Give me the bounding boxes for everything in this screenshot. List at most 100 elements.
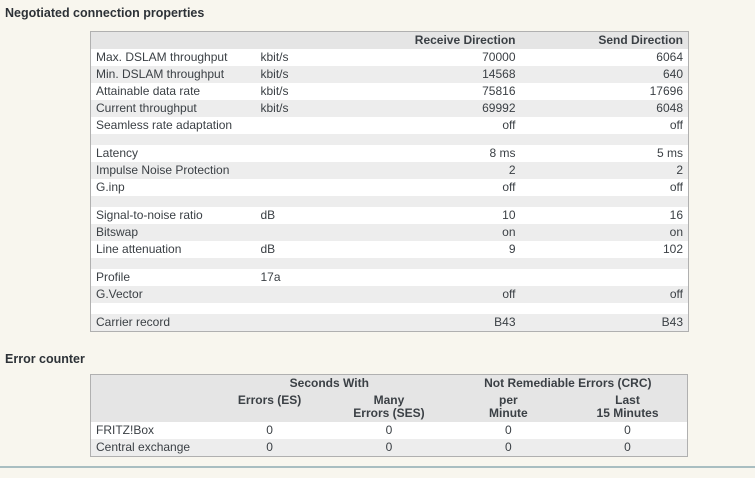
- errors-es-value: 0: [266, 423, 273, 437]
- send-value: [521, 269, 689, 286]
- receive-value: [346, 269, 521, 286]
- receive-value: 14568: [482, 67, 516, 81]
- table-row: Bitswap on on: [90, 224, 689, 241]
- header-receive-direction: Receive Direction: [345, 31, 521, 49]
- row-label: Min. DSLAM throughput: [96, 67, 225, 81]
- crc-per-minute-value: 0: [505, 440, 512, 454]
- row-label: Attainable data rate: [96, 84, 201, 98]
- table-row: Central exchange 0 0 0 0: [90, 439, 688, 457]
- receive-value: B43: [494, 315, 516, 329]
- send-value: 6064: [656, 50, 683, 64]
- row-unit: dB: [260, 208, 276, 222]
- receive-value: off: [502, 118, 516, 132]
- row-label: FRITZ!Box: [96, 423, 155, 437]
- send-value: 16: [669, 208, 683, 222]
- table-row: Impulse Noise Protection 2 2: [90, 162, 689, 179]
- crc-last-15-value: 0: [624, 423, 631, 437]
- table-row: FRITZ!Box 0 0 0 0: [91, 422, 688, 439]
- receive-value: 10: [502, 208, 516, 222]
- col-header-blank: [90, 392, 210, 422]
- errors-es-value: 0: [266, 440, 273, 454]
- row-unit: [256, 117, 346, 134]
- table-row: Attainable data rate kbit/s 75816 17696: [91, 83, 689, 100]
- col-header-errors-es: Errors (ES): [209, 392, 330, 422]
- errors-ses-value: 0: [385, 440, 393, 454]
- row-unit: [256, 286, 346, 303]
- spacer-row: [90, 134, 689, 145]
- table-row: G.inp off off: [91, 179, 689, 196]
- table-row: Min. DSLAM throughput kbit/s 14568 640: [90, 66, 689, 83]
- send-value: B43: [661, 315, 683, 329]
- send-value: off: [669, 287, 683, 301]
- send-value: off: [669, 118, 683, 132]
- row-label: Impulse Noise Protection: [96, 163, 230, 177]
- receive-value: 8 ms: [489, 146, 516, 160]
- send-value: 17696: [649, 84, 683, 98]
- send-value: 2: [676, 163, 683, 177]
- row-label: Bitswap: [96, 225, 139, 239]
- send-value: 5 ms: [656, 146, 683, 160]
- table-row: Profile 17a: [91, 269, 689, 286]
- receive-value: off: [502, 287, 516, 301]
- row-unit: kbit/s: [260, 50, 289, 64]
- row-unit: [256, 162, 346, 179]
- row-unit: kbit/s: [260, 101, 289, 115]
- row-unit: [256, 145, 346, 162]
- receive-value: 9: [508, 242, 516, 256]
- header-label-blank: [90, 31, 256, 49]
- table-row: Carrier record B43 B43: [90, 314, 689, 332]
- table-row: Latency 8 ms 5 ms: [91, 145, 689, 162]
- table-row: G.Vector off off: [90, 286, 689, 303]
- row-unit: dB: [260, 242, 276, 256]
- header-unit-blank: [255, 31, 346, 49]
- table-row: Seamless rate adaptation off off: [91, 117, 689, 134]
- spacer-row: [90, 258, 689, 269]
- col-header-per-minute: per Minute: [448, 392, 569, 422]
- row-label: Latency: [96, 146, 139, 160]
- row-label: G.Vector: [96, 287, 143, 301]
- section-title-negotiated: Negotiated connection properties: [5, 6, 205, 20]
- col-header-many-errors-ses: Many Errors (SES): [329, 392, 449, 422]
- spacer-row: [91, 303, 689, 314]
- row-unit: kbit/s: [260, 67, 289, 81]
- send-value: 640: [662, 67, 683, 81]
- row-label: Profile: [96, 270, 131, 284]
- send-value: on: [669, 225, 683, 239]
- negotiated-properties-table: Receive Direction Send Direction Max. DS…: [90, 31, 689, 332]
- send-value: 102: [662, 242, 683, 256]
- row-unit: [256, 179, 346, 196]
- row-label: Carrier record: [96, 315, 171, 329]
- spacer-row: [90, 196, 689, 207]
- receive-value: 2: [508, 163, 516, 177]
- receive-value: 69992: [482, 101, 516, 115]
- table-row: Line attenuation dB 9 102: [91, 241, 689, 258]
- receive-value: on: [502, 225, 516, 239]
- row-label: Line attenuation: [96, 242, 182, 256]
- table-row: Signal-to-noise ratio dB 10 16: [91, 207, 689, 224]
- group-header-crc: Not Remediable Errors (CRC): [448, 374, 688, 392]
- row-unit: kbit/s: [260, 84, 289, 98]
- row-label: Current throughput: [96, 101, 197, 115]
- row-unit: [256, 314, 346, 332]
- crc-per-minute-value: 0: [505, 423, 512, 437]
- receive-value: off: [502, 180, 516, 194]
- row-label: Seamless rate adaptation: [96, 118, 233, 132]
- error-counter-table: Seconds With Not Remediable Errors (CRC)…: [90, 374, 688, 457]
- errors-ses-value: 0: [385, 423, 393, 437]
- table-row: Max. DSLAM throughput kbit/s 70000 6064: [91, 49, 689, 66]
- group-header-seconds-with: Seconds With: [209, 374, 449, 392]
- table-row: Current throughput kbit/s 69992 6048: [90, 100, 689, 117]
- col-header-last-15-minutes: Last 15 Minutes: [568, 392, 688, 422]
- group-header-blank: [90, 374, 210, 392]
- table-header-row: Receive Direction Send Direction: [90, 31, 689, 49]
- receive-value: 70000: [482, 50, 516, 64]
- row-label: Max. DSLAM throughput: [96, 50, 228, 64]
- receive-value: 75816: [482, 84, 516, 98]
- send-value: off: [669, 180, 683, 194]
- row-label: G.inp: [96, 180, 125, 194]
- row-unit: [256, 224, 346, 241]
- bottom-divider: [0, 466, 755, 468]
- column-header-row: Errors (ES) Many Errors (SES) per Minute…: [90, 392, 688, 422]
- row-label: Signal-to-noise ratio: [96, 208, 203, 222]
